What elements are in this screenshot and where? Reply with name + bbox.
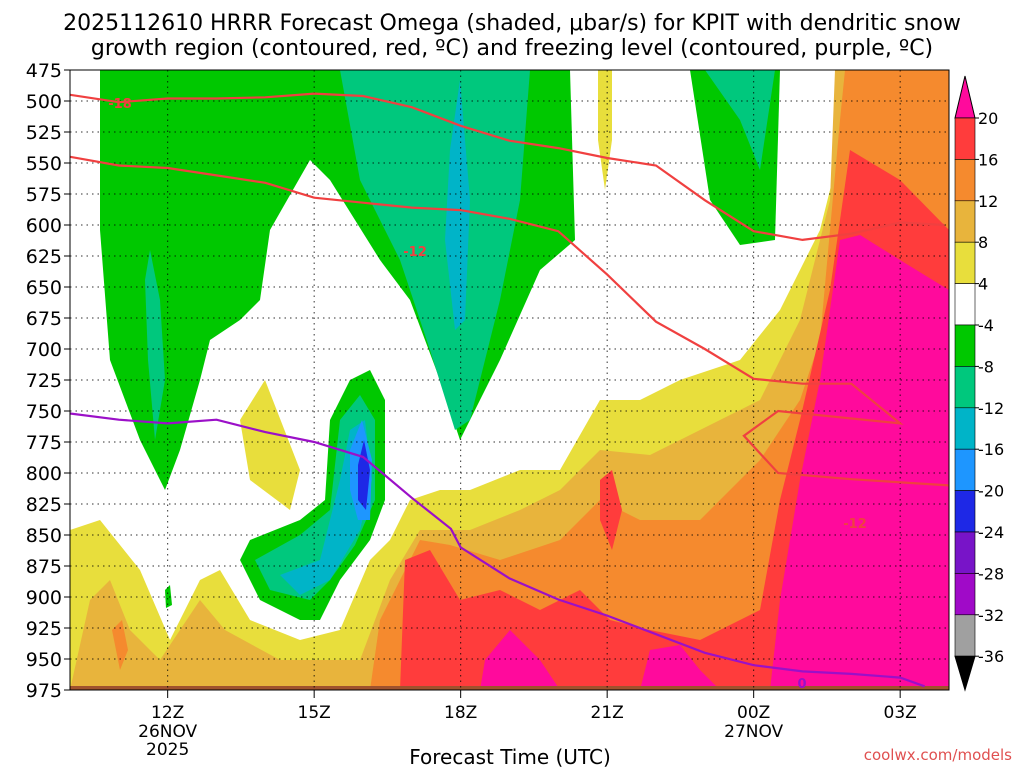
x-tick-date: 26NOV	[138, 722, 197, 742]
colorbar-swatch	[954, 573, 976, 616]
colorbar-label: 4	[978, 275, 988, 294]
colorbar-swatch	[954, 159, 976, 202]
gridlines	[70, 70, 949, 690]
y-tick-label: 675	[26, 308, 62, 330]
y-tick-label: 975	[26, 680, 62, 702]
omega-region-darkblue-cell	[358, 440, 370, 510]
colorbar-swatch	[954, 366, 976, 409]
freezing-level-contour-label: 0	[797, 677, 806, 692]
y-tick-label: 875	[26, 556, 62, 578]
y-tick-label: 825	[26, 494, 62, 516]
omega-region-teal-right	[705, 70, 775, 170]
y-tick-label: 950	[26, 649, 62, 671]
contours: -18 -12 0 -12	[70, 92, 949, 692]
omega-region-orange-pocket1	[112, 620, 128, 670]
x-tick-label: 00Z	[737, 703, 770, 723]
dendritic-upper-contour-label: -18	[108, 97, 132, 112]
omega-region-yellow-pocket	[240, 380, 300, 510]
colorbar-label: 16	[978, 150, 998, 169]
colorbar-label: -28	[978, 564, 1004, 583]
plot-area: -18 -12 0 -12	[69, 69, 950, 692]
x-tick-year: 2025	[146, 740, 189, 760]
colorbar-label: 8	[978, 233, 988, 252]
colorbar-swatch	[954, 490, 976, 533]
omega-region-cyan-cell	[280, 420, 372, 595]
colorbar-swatch	[954, 324, 976, 367]
dendritic-upper-contour	[70, 92, 945, 242]
colorbar: 20 16 12 8 4 -4 -8 -12 -16 -20 -24 -28 -32 -36	[954, 75, 1004, 692]
colorbar-label: -4	[978, 316, 994, 335]
colorbar-label: -24	[978, 523, 1004, 542]
x-tick-label: 03Z	[884, 703, 917, 723]
y-tick-label: 700	[26, 339, 62, 361]
y-tick-label: 525	[26, 122, 62, 144]
x-tick-label: 18Z	[444, 703, 477, 723]
colorbar-label: 20	[978, 109, 998, 128]
x-tick-label: 15Z	[298, 703, 331, 723]
colorbar-label: -32	[978, 606, 1004, 625]
y-tick-label: 550	[26, 153, 62, 175]
y-axis: 475 500 525 550 575 600 625 650 675 700 725 750 775 8…	[26, 60, 70, 702]
dendritic-lower-contour-label: -12	[843, 517, 867, 532]
y-tick-label: 775	[26, 432, 62, 454]
omega-region-magenta	[480, 235, 949, 690]
colorbar-label: -20	[978, 482, 1004, 501]
y-tick-label: 500	[26, 91, 62, 113]
y-tick-label: 625	[26, 246, 62, 268]
colorbar-label: 12	[978, 192, 998, 211]
colorbar-swatch	[954, 448, 976, 491]
colorbar-swatch	[954, 241, 976, 284]
chart-title-line1: 2025112610 HRRR Forecast Omega (shaded, …	[63, 11, 961, 36]
colorbar-swatch	[954, 283, 976, 326]
colorbar-top-arrow	[954, 75, 976, 119]
freezing-level-contour	[70, 412, 925, 688]
omega-region-yellow-strip	[598, 70, 612, 190]
y-tick-label: 575	[26, 184, 62, 206]
x-tick-date: 27NOV	[724, 722, 783, 742]
watermark: coolwx.com/models	[864, 746, 1012, 764]
y-tick-label: 750	[26, 401, 62, 423]
y-tick-label: 900	[26, 587, 62, 609]
omega-region-teal-left	[145, 250, 165, 440]
y-tick-label: 475	[26, 60, 62, 82]
colorbar-swatch	[954, 531, 976, 574]
ground-strip	[70, 686, 949, 690]
colorbar-swatch	[954, 200, 976, 243]
omega-region-green-sliver	[165, 585, 172, 608]
chart-title-line2: growth region (contoured, red, ºC) and f…	[91, 36, 933, 61]
y-tick-label: 850	[26, 525, 62, 547]
colorbar-label: -8	[978, 357, 994, 376]
colorbar-label: -36	[978, 647, 1004, 666]
colorbar-label: -16	[978, 440, 1004, 459]
y-tick-label: 650	[26, 277, 62, 299]
colorbar-swatch	[954, 117, 976, 160]
y-tick-label: 800	[26, 463, 62, 485]
omega-region-teal	[340, 70, 530, 430]
colorbar-label: -12	[978, 399, 1004, 418]
y-tick-label: 925	[26, 618, 62, 640]
y-tick-label: 725	[26, 370, 62, 392]
dendritic-lower-contour	[70, 155, 949, 487]
omega-region-red-pocket	[600, 470, 622, 550]
x-tick-label: 21Z	[591, 703, 624, 723]
x-axis-label: Forecast Time (UTC)	[409, 745, 611, 768]
colorbar-swatch	[954, 614, 976, 657]
y-tick-label: 600	[26, 215, 62, 237]
colorbar-bottom-arrow	[954, 655, 976, 692]
omega-region-cyan-upper	[445, 80, 470, 330]
colorbar-swatch	[954, 407, 976, 450]
x-tick-label: 12Z	[151, 703, 184, 723]
dendritic-lower-contour-label: -12	[403, 245, 427, 260]
